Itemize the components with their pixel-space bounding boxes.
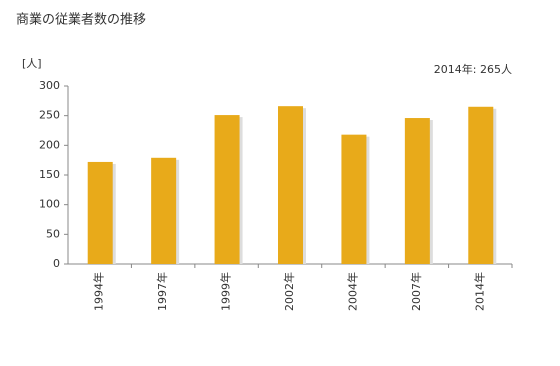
y-tick-label: 200: [39, 138, 60, 151]
bar: [87, 161, 113, 264]
y-unit: [人]: [22, 57, 42, 70]
bar: [404, 118, 430, 264]
x-tick-label: 1999年: [219, 272, 233, 311]
x-tick-label: 1997年: [155, 272, 169, 311]
bar: [214, 115, 240, 264]
bar: [341, 134, 367, 264]
x-tick-label: 2002年: [282, 272, 296, 311]
y-tick-label: 100: [39, 198, 60, 211]
annotation: 2014年: 265人: [434, 62, 512, 76]
y-tick-label: 150: [39, 168, 60, 181]
chart-title: 商業の従業者数の推移: [16, 12, 146, 28]
bar: [278, 106, 303, 264]
y-tick-label: 50: [46, 227, 60, 240]
x-tick-label: 2014年: [472, 272, 486, 311]
bar: [151, 157, 177, 264]
x-tick-label: 2007年: [409, 272, 423, 311]
y-tick-label: 0: [53, 257, 60, 270]
x-tick-label: 1994年: [92, 272, 106, 311]
y-tick-label: 300: [39, 79, 60, 92]
y-tick-label: 250: [39, 109, 60, 122]
x-tick-label: 2004年: [345, 272, 359, 311]
bar: [468, 106, 494, 265]
